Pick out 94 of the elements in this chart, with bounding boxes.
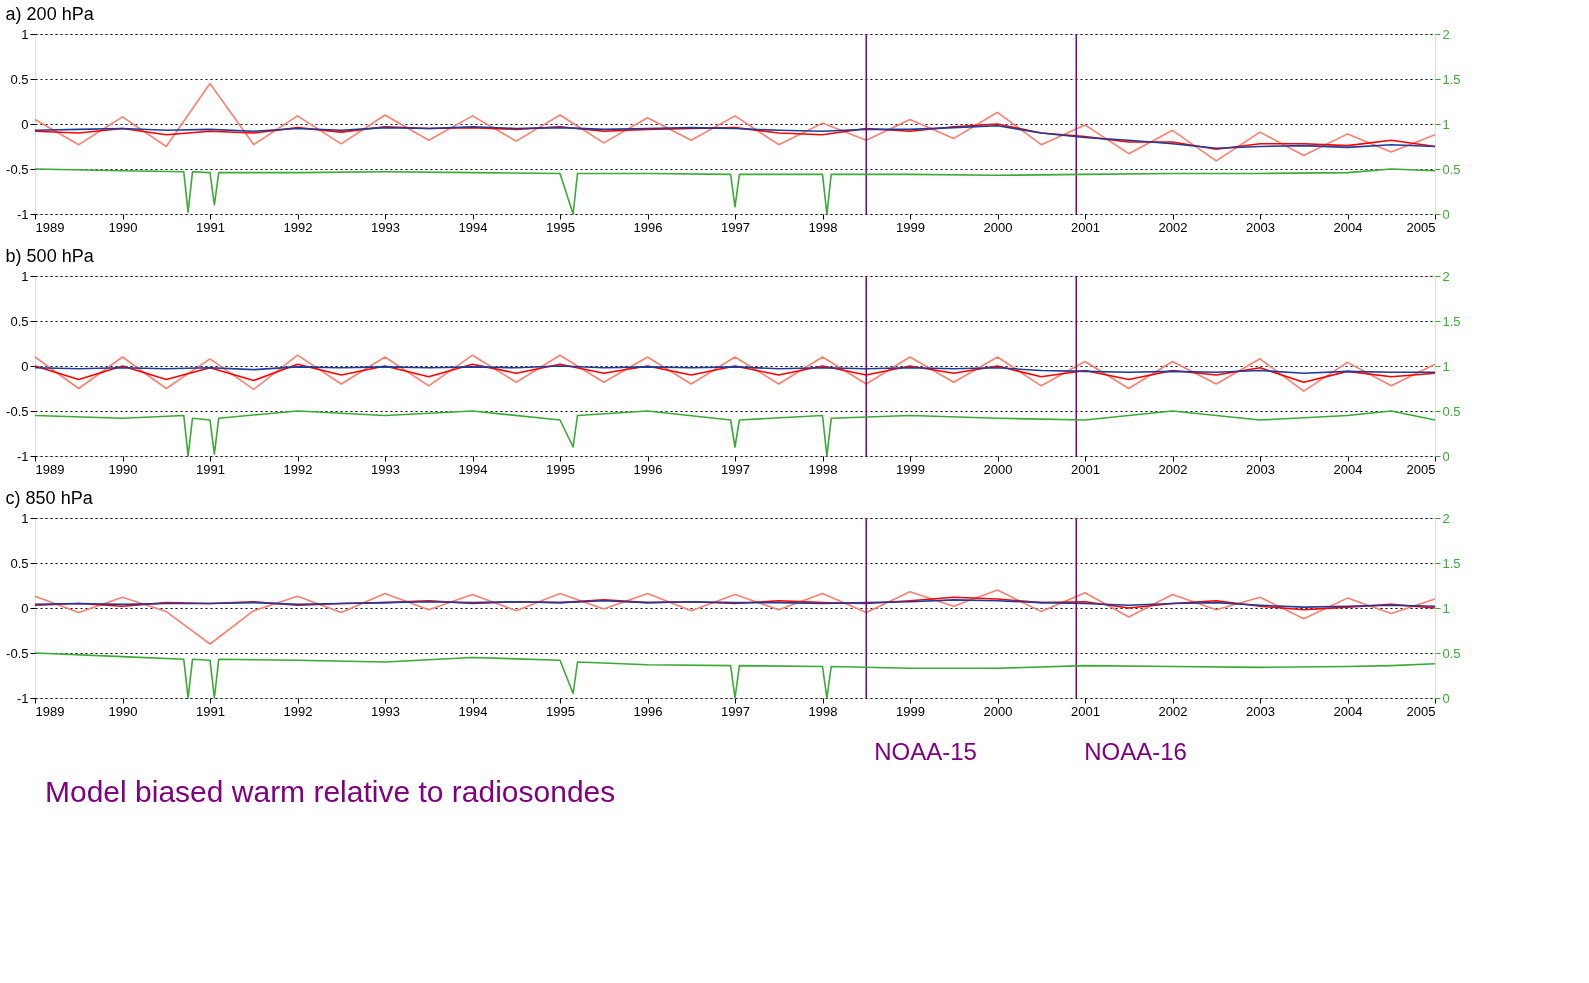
x-tick-label: 1997 <box>721 461 750 477</box>
x-tick-label: 2005 <box>1406 219 1436 235</box>
x-tick-label: 2002 <box>1158 219 1188 235</box>
y-tick-label: 0 <box>21 116 29 132</box>
x-tick-label: 1991 <box>196 461 225 477</box>
x-tick-label: 1996 <box>633 703 663 719</box>
line-series <box>34 652 1436 699</box>
x-tick-label: 1990 <box>108 219 138 235</box>
y-tick-label: -1 <box>16 448 29 464</box>
y2-tick-label: 1 <box>1442 116 1450 132</box>
chart-title: a) 200 hPa <box>5 4 95 24</box>
y2-tick-label: 0.5 <box>1442 403 1461 419</box>
x-tick-label: 1995 <box>546 461 575 477</box>
x-tick-label: 2005 <box>1406 703 1436 719</box>
x-tick-label: 1989 <box>35 703 65 719</box>
x-tick-label: 2005 <box>1406 461 1436 477</box>
x-tick-label: 1998 <box>808 461 838 477</box>
x-tick-label: 2003 <box>1246 703 1275 719</box>
y-tick-label: 0.5 <box>10 313 29 329</box>
x-tick-label: 1999 <box>896 461 925 477</box>
y-tick-label: -0.5 <box>6 161 29 177</box>
x-tick-label: 2001 <box>1071 461 1100 477</box>
x-tick-label: 1991 <box>196 219 225 235</box>
y-tick-label: 0 <box>21 358 29 374</box>
y2-tick-label: 2 <box>1442 510 1450 526</box>
y2-tick-label: 2 <box>1442 268 1450 284</box>
y-tick-label: -0.5 <box>6 645 29 661</box>
x-tick-label: 1993 <box>371 219 400 235</box>
x-tick-label: 1993 <box>371 461 400 477</box>
y-tick-label: 1 <box>21 510 29 526</box>
x-tick-label: 1999 <box>896 703 925 719</box>
x-tick-label: 2001 <box>1071 219 1100 235</box>
x-tick-label: 2004 <box>1333 461 1363 477</box>
x-tick-label: 1994 <box>458 461 488 477</box>
x-tick-label: 1990 <box>108 703 138 719</box>
x-tick-label: 2002 <box>1158 461 1188 477</box>
x-tick-label: 1998 <box>808 703 838 719</box>
x-tick-label: 1996 <box>633 219 663 235</box>
line-series <box>34 410 1436 457</box>
y2-tick-label: 0 <box>1442 448 1450 464</box>
text: Model biased warm relative to radiosondes <box>45 775 616 808</box>
x-tick-label: 1989 <box>35 461 65 477</box>
line-series <box>34 365 1436 374</box>
y-tick-label: -1 <box>16 206 29 222</box>
x-tick-label: 2002 <box>1158 703 1188 719</box>
y2-tick-label: 1.5 <box>1442 555 1461 571</box>
x-tick-label: 2004 <box>1333 703 1363 719</box>
y2-tick-label: 1.5 <box>1442 313 1461 329</box>
chart-title: c) 850 hPa <box>5 488 94 508</box>
y2-tick-label: 1 <box>1442 600 1450 616</box>
x-tick-label: 2000 <box>983 703 1013 719</box>
y-tick-label: 0.5 <box>10 555 29 571</box>
line-series <box>34 363 1436 383</box>
x-tick-label: 1997 <box>721 219 750 235</box>
x-tick-label: 2000 <box>983 219 1013 235</box>
x-tick-label: 1999 <box>896 219 925 235</box>
x-tick-label: 2003 <box>1246 219 1275 235</box>
x-tick-label: 1993 <box>371 703 400 719</box>
x-tick-label: 1996 <box>633 461 663 477</box>
x-tick-label: 2004 <box>1333 219 1363 235</box>
ref-line-label: NOAA-15 <box>874 738 977 765</box>
y-tick-label: -0.5 <box>6 403 29 419</box>
x-tick-label: 1994 <box>458 219 488 235</box>
y-tick-label: 1 <box>21 26 29 42</box>
y2-tick-label: 0.5 <box>1442 161 1461 177</box>
x-tick-label: 1995 <box>546 219 575 235</box>
y-tick-label: 1 <box>21 268 29 284</box>
line-series <box>34 354 1436 392</box>
ref-line-label: NOAA-16 <box>1084 738 1187 765</box>
x-tick-label: 1997 <box>721 703 750 719</box>
y2-tick-label: 1.5 <box>1442 71 1461 87</box>
y2-tick-label: 0.5 <box>1442 645 1461 661</box>
x-tick-label: 1992 <box>283 703 313 719</box>
x-tick-label: 1991 <box>196 703 225 719</box>
y2-tick-label: 0 <box>1442 690 1450 706</box>
x-tick-label: 1998 <box>808 219 838 235</box>
y2-tick-label: 0 <box>1442 206 1450 222</box>
x-tick-label: 1989 <box>35 219 65 235</box>
x-tick-label: 1994 <box>458 703 488 719</box>
x-tick-label: 2001 <box>1071 703 1100 719</box>
x-tick-label: 1990 <box>108 461 138 477</box>
line-series <box>34 82 1436 162</box>
x-tick-label: 2003 <box>1246 461 1275 477</box>
y-tick-label: 0.5 <box>10 71 29 87</box>
x-tick-label: 2000 <box>983 461 1013 477</box>
x-tick-label: 1992 <box>283 461 313 477</box>
x-tick-label: 1995 <box>546 703 575 719</box>
y-tick-label: 0 <box>21 600 29 616</box>
y2-tick-label: 2 <box>1442 26 1450 42</box>
y2-tick-label: 1 <box>1442 358 1450 374</box>
y-tick-label: -1 <box>16 690 29 706</box>
chart-title: b) 500 hPa <box>5 246 95 266</box>
line-series <box>34 589 1436 645</box>
x-tick-label: 1992 <box>283 219 313 235</box>
